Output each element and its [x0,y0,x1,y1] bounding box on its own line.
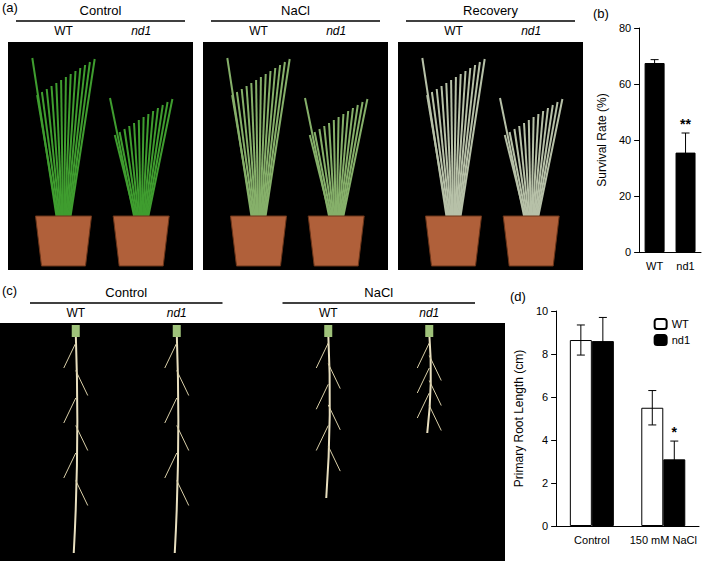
svg-text:0: 0 [625,246,631,258]
svg-text:80: 80 [619,22,631,34]
svg-text:150 mM NaCl: 150 mM NaCl [630,534,697,546]
svg-text:Control: Control [574,534,609,546]
svg-text:nd1: nd1 [676,260,694,272]
svg-text:nd1: nd1 [167,306,187,320]
svg-text:nd1: nd1 [131,24,151,38]
svg-text:6: 6 [542,391,548,403]
svg-text:4: 4 [542,434,548,446]
svg-text:2: 2 [542,477,548,489]
svg-text:Primary Root Length (cm): Primary Root Length (cm) [512,350,526,487]
svg-text:nd1: nd1 [326,24,346,38]
svg-text:nd1: nd1 [521,24,541,38]
svg-text:(a): (a) [2,0,18,15]
svg-text:(c): (c) [2,283,17,298]
svg-text:(d): (d) [510,289,526,304]
svg-text:(b): (b) [593,6,609,21]
svg-text:NaCl: NaCl [281,3,310,18]
svg-text:**: ** [680,116,691,132]
svg-text:Control: Control [80,3,122,18]
svg-text:WT: WT [672,318,689,330]
svg-text:WT: WT [444,24,463,38]
svg-text:*: * [672,424,678,440]
svg-text:Survival Rate (%): Survival Rate (%) [595,93,609,186]
svg-text:40: 40 [619,134,631,146]
svg-text:Recovery: Recovery [463,3,518,18]
svg-text:NaCl: NaCl [364,285,393,300]
svg-text:60: 60 [619,78,631,90]
svg-text:8: 8 [542,348,548,360]
svg-text:Control: Control [105,285,147,300]
svg-text:WT: WT [54,24,73,38]
svg-text:nd1: nd1 [672,334,690,346]
svg-text:WT: WT [646,260,663,272]
svg-text:10: 10 [536,305,548,317]
svg-text:WT: WT [319,306,338,320]
svg-text:WT: WT [66,306,85,320]
svg-text:20: 20 [619,190,631,202]
svg-text:0: 0 [542,520,548,532]
svg-text:nd1: nd1 [419,306,439,320]
svg-text:WT: WT [249,24,268,38]
